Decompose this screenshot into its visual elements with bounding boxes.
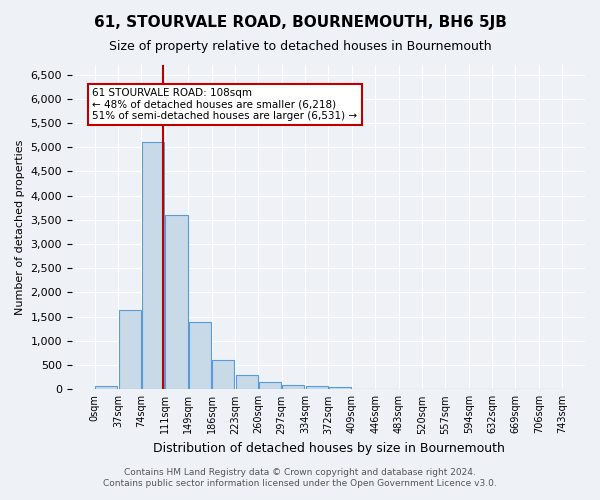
- Bar: [166, 215, 188, 390]
- Text: Size of property relative to detached houses in Bournemouth: Size of property relative to detached ho…: [109, 40, 491, 53]
- Text: 61, STOURVALE ROAD, BOURNEMOUTH, BH6 5JB: 61, STOURVALE ROAD, BOURNEMOUTH, BH6 5JB: [94, 15, 506, 30]
- Bar: [259, 382, 281, 390]
- Bar: [212, 360, 235, 390]
- Y-axis label: Number of detached properties: Number of detached properties: [15, 140, 25, 315]
- Bar: [142, 142, 164, 390]
- X-axis label: Distribution of detached houses by size in Bournemouth: Distribution of detached houses by size …: [152, 442, 505, 455]
- Bar: [305, 386, 328, 390]
- Bar: [189, 322, 211, 390]
- Bar: [95, 386, 118, 390]
- Bar: [236, 376, 258, 390]
- Bar: [282, 385, 304, 390]
- Text: Contains HM Land Registry data © Crown copyright and database right 2024.
Contai: Contains HM Land Registry data © Crown c…: [103, 468, 497, 487]
- Text: 61 STOURVALE ROAD: 108sqm
← 48% of detached houses are smaller (6,218)
51% of se: 61 STOURVALE ROAD: 108sqm ← 48% of detac…: [92, 88, 358, 121]
- Bar: [119, 310, 141, 390]
- Bar: [329, 386, 351, 390]
